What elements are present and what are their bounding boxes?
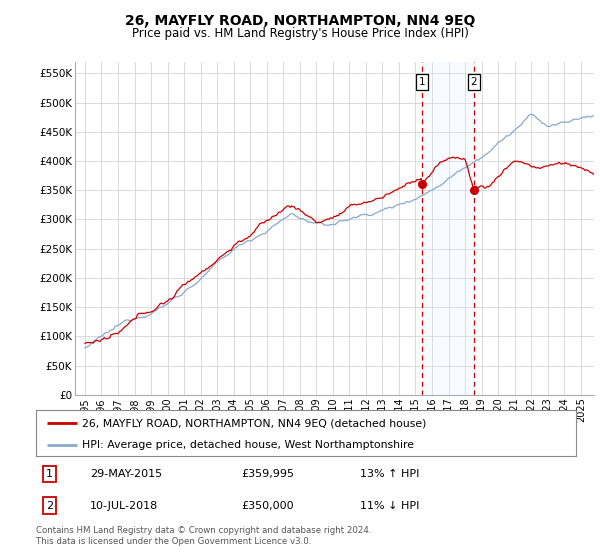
- Text: 1: 1: [418, 77, 425, 87]
- Text: 10-JUL-2018: 10-JUL-2018: [90, 501, 158, 511]
- Text: 13% ↑ HPI: 13% ↑ HPI: [360, 469, 419, 479]
- Text: 1: 1: [46, 469, 53, 479]
- Text: Contains HM Land Registry data © Crown copyright and database right 2024.
This d: Contains HM Land Registry data © Crown c…: [36, 526, 371, 546]
- Text: Price paid vs. HM Land Registry's House Price Index (HPI): Price paid vs. HM Land Registry's House …: [131, 27, 469, 40]
- Text: 11% ↓ HPI: 11% ↓ HPI: [360, 501, 419, 511]
- Text: 2: 2: [470, 77, 477, 87]
- Text: £359,995: £359,995: [241, 469, 294, 479]
- Text: 29-MAY-2015: 29-MAY-2015: [90, 469, 162, 479]
- Text: 2: 2: [46, 501, 53, 511]
- Bar: [422, 62, 473, 395]
- Text: 26, MAYFLY ROAD, NORTHAMPTON, NN4 9EQ: 26, MAYFLY ROAD, NORTHAMPTON, NN4 9EQ: [125, 14, 475, 28]
- Text: HPI: Average price, detached house, West Northamptonshire: HPI: Average price, detached house, West…: [82, 440, 414, 450]
- Text: 26, MAYFLY ROAD, NORTHAMPTON, NN4 9EQ (detached house): 26, MAYFLY ROAD, NORTHAMPTON, NN4 9EQ (d…: [82, 418, 426, 428]
- Text: £350,000: £350,000: [241, 501, 294, 511]
